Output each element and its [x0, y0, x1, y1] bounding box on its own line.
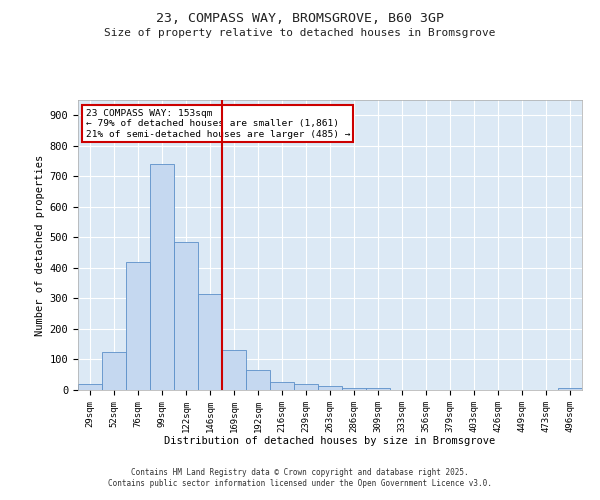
- Bar: [294, 384, 318, 390]
- Text: 23 COMPASS WAY: 153sqm
← 79% of detached houses are smaller (1,861)
21% of semi-: 23 COMPASS WAY: 153sqm ← 79% of detached…: [86, 108, 350, 138]
- Bar: [78, 384, 102, 390]
- Bar: [270, 382, 294, 390]
- Bar: [126, 262, 150, 390]
- Bar: [150, 164, 174, 390]
- Text: Contains HM Land Registry data © Crown copyright and database right 2025.
Contai: Contains HM Land Registry data © Crown c…: [108, 468, 492, 487]
- Bar: [222, 350, 246, 390]
- Bar: [198, 294, 222, 390]
- Bar: [174, 242, 198, 390]
- X-axis label: Distribution of detached houses by size in Bromsgrove: Distribution of detached houses by size …: [164, 436, 496, 446]
- Bar: [342, 388, 366, 390]
- Text: Size of property relative to detached houses in Bromsgrove: Size of property relative to detached ho…: [104, 28, 496, 38]
- Bar: [102, 352, 126, 390]
- Bar: [366, 388, 390, 390]
- Text: 23, COMPASS WAY, BROMSGROVE, B60 3GP: 23, COMPASS WAY, BROMSGROVE, B60 3GP: [156, 12, 444, 26]
- Bar: [558, 388, 582, 390]
- Bar: [318, 386, 342, 390]
- Bar: [246, 370, 270, 390]
- Y-axis label: Number of detached properties: Number of detached properties: [35, 154, 46, 336]
